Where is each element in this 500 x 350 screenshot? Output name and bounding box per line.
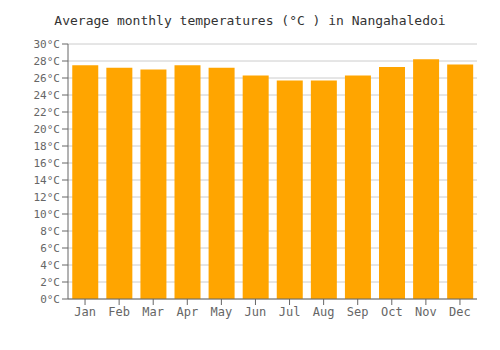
svg-text:8°C: 8°C <box>40 225 60 238</box>
svg-text:12°C: 12°C <box>34 191 61 204</box>
svg-text:22°C: 22°C <box>34 106 61 119</box>
svg-text:20°C: 20°C <box>34 123 61 136</box>
svg-text:Nov: Nov <box>415 305 437 319</box>
svg-text:Jul: Jul <box>279 305 301 319</box>
svg-text:26°C: 26°C <box>34 72 61 85</box>
svg-text:28°C: 28°C <box>34 55 61 68</box>
svg-text:2°C: 2°C <box>40 276 60 289</box>
svg-text:Dec: Dec <box>449 305 471 319</box>
svg-text:30°C: 30°C <box>34 38 61 51</box>
svg-text:Oct: Oct <box>381 305 403 319</box>
svg-text:Apr: Apr <box>176 305 198 319</box>
html-text:Average monthly temperatures (: Average monthly temperatures (°C ) in Na… <box>54 13 446 28</box>
svg-text:24°C: 24°C <box>34 89 61 102</box>
svg-text:16°C: 16°C <box>34 157 61 170</box>
svg-text:14°C: 14°C <box>34 174 61 187</box>
svg-text:Aug: Aug <box>313 305 335 319</box>
svg-text:6°C: 6°C <box>40 242 60 255</box>
svg-text:18°C: 18°C <box>34 140 61 153</box>
svg-text:Feb: Feb <box>108 305 130 319</box>
svg-text:4°C: 4°C <box>40 259 60 272</box>
svg-text:Sep: Sep <box>347 305 369 319</box>
svg-text:May: May <box>211 305 233 319</box>
svg-text:Mar: Mar <box>142 305 164 319</box>
svg-text:0°C: 0°C <box>40 293 60 306</box>
svg-text:Jun: Jun <box>245 305 267 319</box>
svg-text:Jan: Jan <box>74 305 96 319</box>
svg-text:10°C: 10°C <box>34 208 61 221</box>
